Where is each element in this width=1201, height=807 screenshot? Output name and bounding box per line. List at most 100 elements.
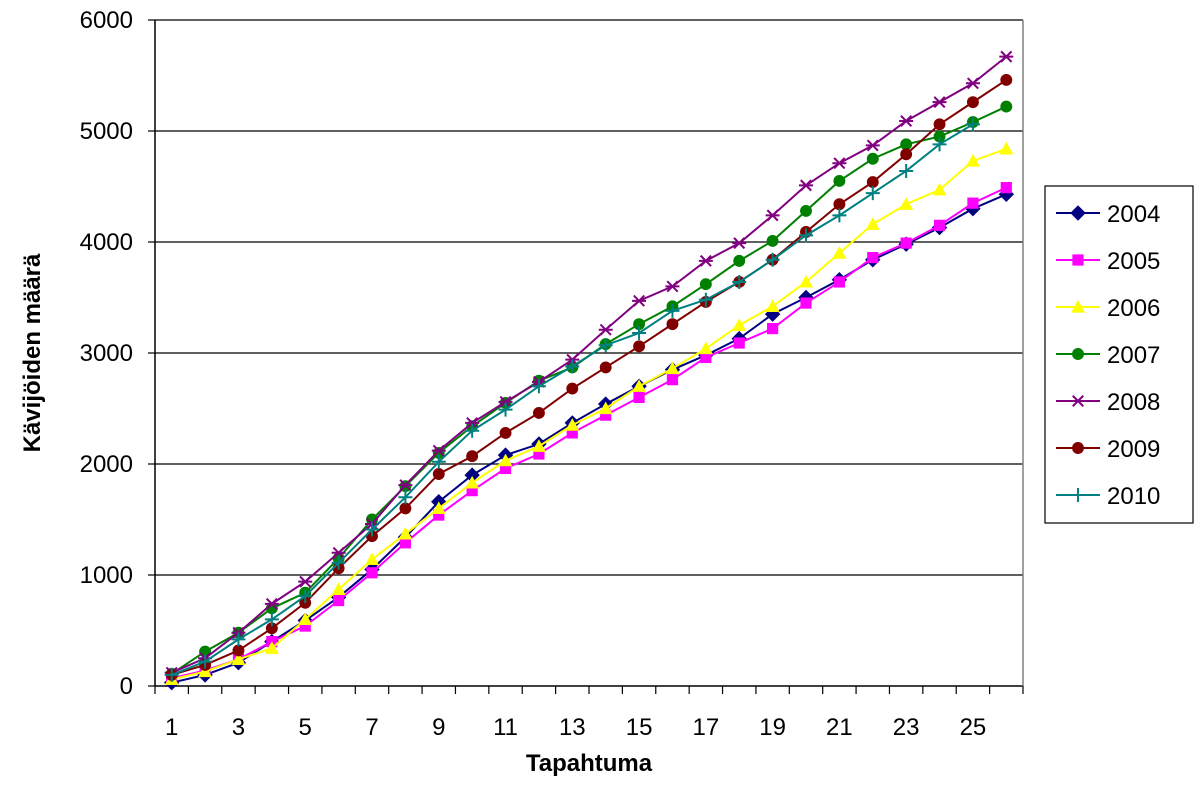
data-point xyxy=(465,423,480,438)
legend-item-2006: 2006 xyxy=(1056,295,1160,322)
series-2006 xyxy=(164,141,1014,685)
data-point xyxy=(899,163,914,178)
data-point xyxy=(399,537,411,549)
legend-item-2009: 2009 xyxy=(1056,436,1160,463)
x-tick-label: 15 xyxy=(626,714,653,741)
data-point xyxy=(965,77,980,90)
data-point xyxy=(698,292,713,307)
data-point xyxy=(566,382,579,395)
data-point xyxy=(198,664,213,678)
data-point xyxy=(765,299,780,312)
data-point xyxy=(264,597,279,610)
data-point xyxy=(1072,442,1084,454)
data-point xyxy=(899,197,914,210)
data-point xyxy=(264,641,279,654)
data-point xyxy=(799,274,813,288)
data-point xyxy=(866,152,879,165)
data-point xyxy=(899,115,914,127)
data-point xyxy=(198,654,213,669)
x-tick-label: 5 xyxy=(299,714,312,741)
x-tick-label: 23 xyxy=(893,714,920,741)
data-point xyxy=(732,237,747,250)
y-tick-label: 0 xyxy=(120,673,133,700)
data-point xyxy=(832,246,847,259)
data-point xyxy=(232,644,245,657)
data-point xyxy=(498,402,513,417)
data-point xyxy=(832,208,847,223)
data-point xyxy=(365,552,379,566)
data-point xyxy=(299,620,311,632)
x-tick-label: 19 xyxy=(759,714,786,741)
data-point xyxy=(499,462,512,475)
data-point xyxy=(499,426,512,439)
data-point xyxy=(398,479,413,492)
data-point xyxy=(966,96,979,109)
data-point xyxy=(767,322,779,335)
data-point xyxy=(833,276,845,288)
series-line xyxy=(171,186,1007,680)
y-tick-label: 3000 xyxy=(80,340,133,367)
data-point xyxy=(1000,100,1013,113)
data-point xyxy=(933,130,946,143)
data-point xyxy=(665,361,680,375)
x-tick-label: 11 xyxy=(493,714,518,741)
data-point xyxy=(331,546,346,559)
data-point xyxy=(231,652,246,665)
data-point xyxy=(665,303,680,318)
x-tick-label: 25 xyxy=(960,714,987,741)
legend-label: 2007 xyxy=(1107,342,1160,369)
data-point xyxy=(533,448,545,460)
data-point xyxy=(666,318,679,331)
data-point xyxy=(466,450,479,463)
data-point xyxy=(1072,254,1084,266)
data-point xyxy=(264,612,279,627)
series-2008 xyxy=(164,50,1014,679)
series-2007 xyxy=(165,100,1013,680)
data-point xyxy=(965,117,980,132)
data-point xyxy=(432,468,445,480)
data-point xyxy=(1071,300,1085,313)
data-point xyxy=(900,138,913,151)
data-point xyxy=(331,582,346,596)
y-tick-label: 4000 xyxy=(80,229,133,256)
data-point xyxy=(598,401,613,415)
data-point xyxy=(965,153,980,167)
legend: 2004 2005 2006 2007 2008 2009 2010 xyxy=(1044,185,1194,524)
data-point xyxy=(666,374,679,386)
series-line xyxy=(171,123,974,676)
data-point xyxy=(633,340,646,353)
data-point xyxy=(298,612,313,625)
data-point xyxy=(465,416,480,429)
data-point xyxy=(366,513,378,526)
series-2005 xyxy=(166,182,1012,684)
data-point xyxy=(632,326,647,341)
data-point xyxy=(431,444,446,457)
data-point xyxy=(632,294,647,307)
legend-item-2010: 2010 xyxy=(1056,483,1160,510)
data-point xyxy=(866,176,879,189)
y-tick-label: 2000 xyxy=(80,451,133,478)
data-point xyxy=(431,501,446,514)
data-point xyxy=(766,234,779,247)
data-point xyxy=(865,186,880,201)
data-point xyxy=(600,409,612,421)
data-point xyxy=(1072,348,1084,360)
x-tick-label: 3 xyxy=(232,714,245,741)
data-point xyxy=(399,502,412,515)
x-tick-label: 17 xyxy=(692,714,719,741)
legend-item-2005: 2005 xyxy=(1056,248,1160,275)
data-point xyxy=(967,197,979,209)
data-point xyxy=(498,453,513,467)
legend-label: 2005 xyxy=(1107,248,1160,275)
series-2010 xyxy=(164,117,980,682)
data-point xyxy=(1000,182,1012,194)
x-axis-ticks: 1 3 5 7 9 11 13 15 17 19 21 23 25 xyxy=(154,686,1024,741)
data-point xyxy=(1071,488,1085,502)
data-point xyxy=(633,318,646,331)
x-tick-label: 1 xyxy=(165,714,178,741)
data-point xyxy=(832,157,847,170)
data-point xyxy=(333,594,345,607)
data-point xyxy=(865,217,880,230)
data-point xyxy=(298,575,313,588)
data-point xyxy=(1000,73,1013,86)
